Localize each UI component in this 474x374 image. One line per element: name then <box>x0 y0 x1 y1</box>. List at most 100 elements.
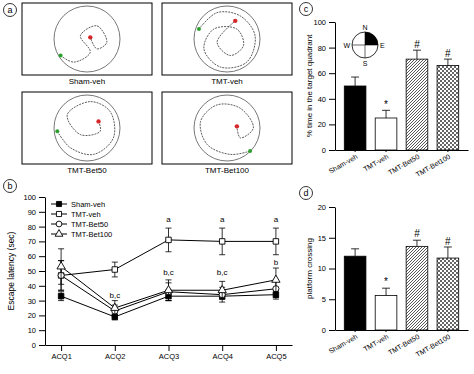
swim-box <box>162 3 292 75</box>
x-axis: Sham-vehTMT-vehTMT-Bet50TMT-Bet100 <box>328 330 469 358</box>
error-bar <box>413 240 421 246</box>
tick: 20 <box>318 120 335 129</box>
tick-label: 0 <box>322 326 326 335</box>
swim-panel: TMT-Bet100 <box>162 92 292 175</box>
compass: NESW <box>343 24 385 67</box>
annotation: # <box>445 48 451 59</box>
pool <box>54 95 120 161</box>
tick: TMT-Bet100 <box>415 330 452 358</box>
swim-path <box>199 12 255 68</box>
tick-mark <box>61 345 62 351</box>
annotation: # <box>414 228 420 239</box>
tick-label: 40 <box>28 282 36 291</box>
tick-mark <box>39 241 45 242</box>
tick-label: ACQ3 <box>159 352 179 361</box>
error-cap <box>112 262 118 263</box>
tick: 20 <box>318 203 335 212</box>
error-bar <box>413 50 421 59</box>
error-cap <box>219 299 225 300</box>
annotation: b,c <box>109 291 120 300</box>
tick: 15 <box>318 234 335 243</box>
panel-label-text: b <box>7 181 12 191</box>
bar <box>437 66 459 150</box>
tick-mark <box>329 238 335 239</box>
axis-line <box>336 330 469 331</box>
error-cap <box>273 268 279 269</box>
tick-label: 20 <box>318 203 326 212</box>
marker <box>164 285 172 292</box>
plot-area <box>344 50 458 150</box>
error-cap <box>382 110 390 111</box>
tick-mark <box>329 330 335 331</box>
tick-mark <box>447 330 448 332</box>
error-cap <box>166 300 172 301</box>
tick: ACQ5 <box>266 345 286 361</box>
pool <box>194 95 260 161</box>
error-bar <box>351 77 359 86</box>
error-line <box>386 288 387 295</box>
tick-label: TMT-veh <box>362 153 390 173</box>
tick-label: ACQ4 <box>212 352 232 361</box>
error-cap <box>166 228 172 229</box>
error-cap <box>382 288 390 289</box>
error-cap <box>112 315 118 316</box>
tick-mark <box>39 227 45 228</box>
bar <box>375 296 397 330</box>
tick: TMT-Bet100 <box>415 150 452 178</box>
error-cap <box>273 291 279 292</box>
panel-label: b <box>4 180 17 193</box>
annotation: # <box>414 39 420 50</box>
y-axis-title: platform crossing <box>305 238 314 299</box>
tick: ACQ4 <box>212 345 232 361</box>
error-line <box>355 249 356 256</box>
panel-label-circle <box>300 3 313 16</box>
error-cap <box>413 240 421 241</box>
tick: ACQ2 <box>105 345 125 361</box>
error-cap <box>444 59 452 60</box>
bar <box>375 118 397 150</box>
legend-marker <box>56 201 61 206</box>
tick: 0 <box>322 146 335 155</box>
legend: Sham-vehTMT-vehTMT-Bet50TMT-Bet100 <box>51 200 112 239</box>
legend-marker <box>56 221 62 227</box>
swim-label: Sham-veh <box>69 77 105 86</box>
x-axis: Sham-vehTMT-vehTMT-Bet50TMT-Bet100 <box>328 150 469 178</box>
error-cap <box>273 299 279 300</box>
error-cap <box>351 77 359 78</box>
legend-label: TMT-Bet50 <box>71 220 108 229</box>
axis-line <box>45 198 46 346</box>
tick-label: 10 <box>28 326 36 335</box>
panel-label: d <box>300 187 313 200</box>
marker <box>218 285 226 292</box>
y-axis: 020406080100 <box>313 18 335 155</box>
tick-mark <box>329 124 335 125</box>
tick: ACQ3 <box>159 345 179 361</box>
annotation: a <box>220 215 225 224</box>
tick-mark <box>329 99 335 100</box>
tick-label: 40 <box>318 95 326 104</box>
y-axis: 05101520 <box>318 203 336 335</box>
x-axis: ACQ1ACQ2ACQ3ACQ4ACQ5 <box>46 345 293 361</box>
tick-mark <box>386 150 387 152</box>
compass-axis <box>365 32 366 58</box>
platform <box>233 19 237 23</box>
axis-line <box>335 23 336 151</box>
tick: 20 <box>28 311 45 320</box>
panel-label-circle <box>300 187 313 200</box>
error-cap <box>219 302 225 303</box>
tick: 0 <box>322 326 335 335</box>
tick-mark <box>329 269 335 270</box>
annotation: a <box>166 215 171 224</box>
tick: 5 <box>322 295 335 304</box>
tick-mark <box>355 330 356 332</box>
tick: Sham-veh <box>328 150 359 175</box>
swim-box <box>162 92 292 164</box>
swim-path <box>200 104 253 155</box>
tick-label: 100 <box>313 18 326 27</box>
tick-mark <box>39 271 45 272</box>
tick-mark <box>39 256 45 257</box>
tick-mark <box>329 73 335 74</box>
tick-mark <box>39 330 45 331</box>
annotation: # <box>445 236 451 247</box>
tick: Sham-veh <box>328 330 359 355</box>
